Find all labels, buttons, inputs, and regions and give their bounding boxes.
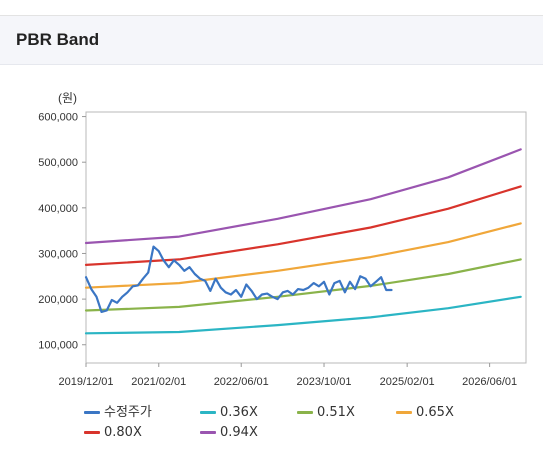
series-line-pbr-094x	[84, 148, 522, 245]
legend-item[interactable]: 0.51X	[297, 404, 355, 422]
legend-label: 0.51X	[317, 405, 355, 420]
series-line-adjusted-price	[84, 245, 393, 313]
legend-item[interactable]: 0.80X	[84, 424, 142, 442]
legend-label: 0.94X	[220, 425, 258, 440]
x-tick-label: 2026/06/01	[462, 376, 517, 388]
legend-item[interactable]: 수정주가	[84, 404, 152, 422]
legend-item[interactable]: 0.94X	[200, 424, 258, 442]
series-line-pbr-065x	[84, 222, 522, 289]
legend-swatch	[200, 411, 216, 414]
pbr-band-chart: (원) 100,000 200,000 300,000 400,000 500,000 60…	[0, 80, 543, 460]
legend-swatch	[396, 411, 412, 414]
legend-swatch	[84, 411, 100, 414]
x-tick-label: 2021/02/01	[131, 376, 186, 388]
legend-item[interactable]: 0.36X	[200, 404, 258, 422]
y-tick-label: 300,000	[38, 248, 78, 260]
legend-swatch	[84, 431, 100, 434]
legend-label: 0.80X	[104, 425, 142, 440]
series-line-pbr-036x	[84, 295, 522, 335]
section-header: PBR Band	[0, 16, 543, 65]
chart-svg: (원) 100,000 200,000 300,000 400,000 500,000 60…	[38, 91, 527, 388]
legend-swatch	[200, 431, 216, 434]
legend-label: 0.36X	[220, 405, 258, 420]
legend-label: 0.65X	[416, 405, 454, 420]
x-tick-label: 2025/02/01	[380, 376, 435, 388]
section-title: PBR Band	[16, 30, 100, 49]
legend-item[interactable]: 0.65X	[396, 404, 454, 422]
y-tick-label: 100,000	[38, 340, 78, 352]
x-tick-label: 2019/12/01	[58, 376, 113, 388]
legend-swatch	[297, 411, 313, 414]
y-axis-unit-label: (원)	[58, 91, 77, 105]
x-tick-label: 2023/10/01	[296, 376, 351, 388]
series-line-pbr-051x	[84, 258, 522, 312]
y-tick-label: 400,000	[38, 203, 78, 215]
legend-label: 수정주가	[104, 405, 152, 420]
y-tick-label: 600,000	[38, 112, 78, 124]
top-divider	[0, 15, 543, 16]
y-tick-label: 200,000	[38, 294, 78, 306]
y-tick-label: 500,000	[38, 157, 78, 169]
x-tick-label: 2022/06/01	[214, 376, 269, 388]
